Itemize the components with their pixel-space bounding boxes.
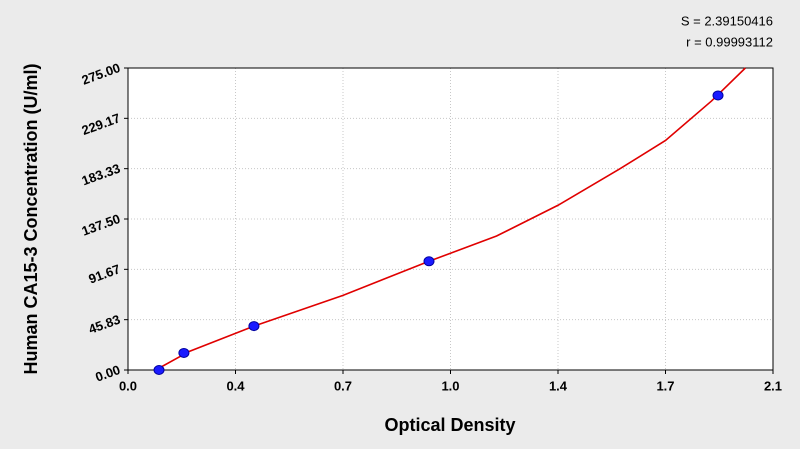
x-tick-label: 0.4 [226,378,245,393]
x-tick-label: 1.7 [656,378,674,393]
x-tick-label: 0.7 [334,378,352,393]
data-point [248,321,260,332]
x-tick-label: 2.1 [764,378,782,393]
x-tick-label: 1.0 [441,378,459,393]
x-axis-label: Optical Density [384,415,515,435]
data-point [423,256,435,267]
annotation: r = 0.99993112 [686,34,773,49]
y-axis-label: Human CA15-3 Concentration (U/ml) [21,63,41,374]
fit-curve [155,67,746,371]
annotation: S = 2.39150416 [681,13,773,28]
data-point [153,365,165,375]
x-tick-label: 0.0 [119,378,137,393]
data-point [712,90,724,101]
data-point [178,347,190,358]
plot-area [127,67,774,371]
x-tick-label: 1.4 [549,378,568,393]
